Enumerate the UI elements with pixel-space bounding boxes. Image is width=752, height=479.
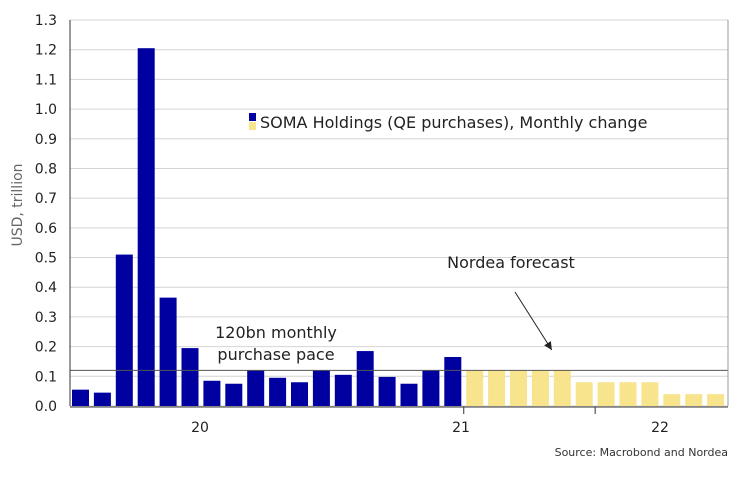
actual-bar <box>247 370 265 406</box>
actual-bar <box>444 357 462 406</box>
y-tick-label: 0.7 <box>35 191 57 207</box>
forecast-bar <box>510 370 527 406</box>
forecast-bar <box>466 370 484 406</box>
forecast-bar <box>663 394 681 406</box>
forecast-annotation: Nordea forecast <box>447 253 575 272</box>
actual-bar <box>137 48 155 406</box>
forecast-annotation-arrow <box>514 291 553 351</box>
forecast-bar <box>619 382 637 406</box>
actual-bar <box>159 297 177 406</box>
y-tick-label: 0.0 <box>35 399 57 415</box>
forecast-bar <box>641 382 659 406</box>
forecast-bar <box>575 382 593 406</box>
y-tick-label: 0.5 <box>35 251 57 267</box>
source-note: Source: Macrobond and Nordea <box>555 446 728 459</box>
y-tick-label: 0.1 <box>35 369 57 385</box>
legend: SOMA Holdings (QE purchases), Monthly ch… <box>249 113 647 132</box>
y-tick-labels: 0.0 0.1 0.2 0.3 0.4 0.5 0.6 0.7 0.8 0.9 1.0 1.1 1.2 1… <box>35 13 57 415</box>
legend-swatch-actual <box>249 113 256 121</box>
actual-bar <box>93 392 111 406</box>
forecast-bar <box>488 370 506 406</box>
y-tick-label: 0.3 <box>35 310 57 326</box>
y-axis-label: USD, trillion <box>10 163 26 246</box>
y-tick-label: 0.6 <box>35 221 57 237</box>
forecast-bar <box>707 394 725 406</box>
actual-bar <box>115 254 133 406</box>
y-tick-label: 0.4 <box>35 280 57 296</box>
actual-bar <box>312 370 330 406</box>
forecast-bar <box>597 382 615 406</box>
x-tick-label: 22 <box>651 420 669 436</box>
y-tick-label: 1.3 <box>35 13 57 29</box>
actual-bar <box>291 382 308 406</box>
reference-line-label-2: purchase pace <box>217 345 334 364</box>
forecast-bar <box>553 370 571 406</box>
actual-bar <box>378 376 396 406</box>
actual-bar <box>72 389 89 406</box>
forecast-bar <box>531 370 549 406</box>
axes <box>69 20 729 414</box>
y-tick-label: 1.0 <box>35 102 57 118</box>
legend-label: SOMA Holdings (QE purchases), Monthly ch… <box>260 113 647 132</box>
forecast-bar <box>685 394 703 406</box>
y-tick-label: 0.2 <box>35 340 57 356</box>
y-tick-label: 1.1 <box>35 72 57 88</box>
x-tick-label: 21 <box>452 420 470 436</box>
y-tick-label: 0.9 <box>35 132 57 148</box>
actual-bar <box>356 351 374 406</box>
bars <box>72 48 725 406</box>
grid-lines <box>70 19 728 407</box>
actual-bar <box>181 348 199 406</box>
forecast-annotation-arrowhead <box>544 341 552 350</box>
reference-line-label-1: 120bn monthly <box>215 323 337 342</box>
actual-bar <box>269 377 287 406</box>
actual-bar <box>225 383 243 406</box>
actual-bar <box>400 383 418 406</box>
legend-swatch-forecast <box>249 122 256 130</box>
x-tick-labels: 20 21 22 <box>191 420 669 436</box>
actual-bar <box>422 370 440 406</box>
y-tick-label: 1.2 <box>35 43 57 59</box>
actual-bar <box>334 374 352 406</box>
actual-bar <box>203 380 221 406</box>
x-tick-label: 20 <box>191 420 209 436</box>
y-tick-label: 0.8 <box>35 161 57 177</box>
